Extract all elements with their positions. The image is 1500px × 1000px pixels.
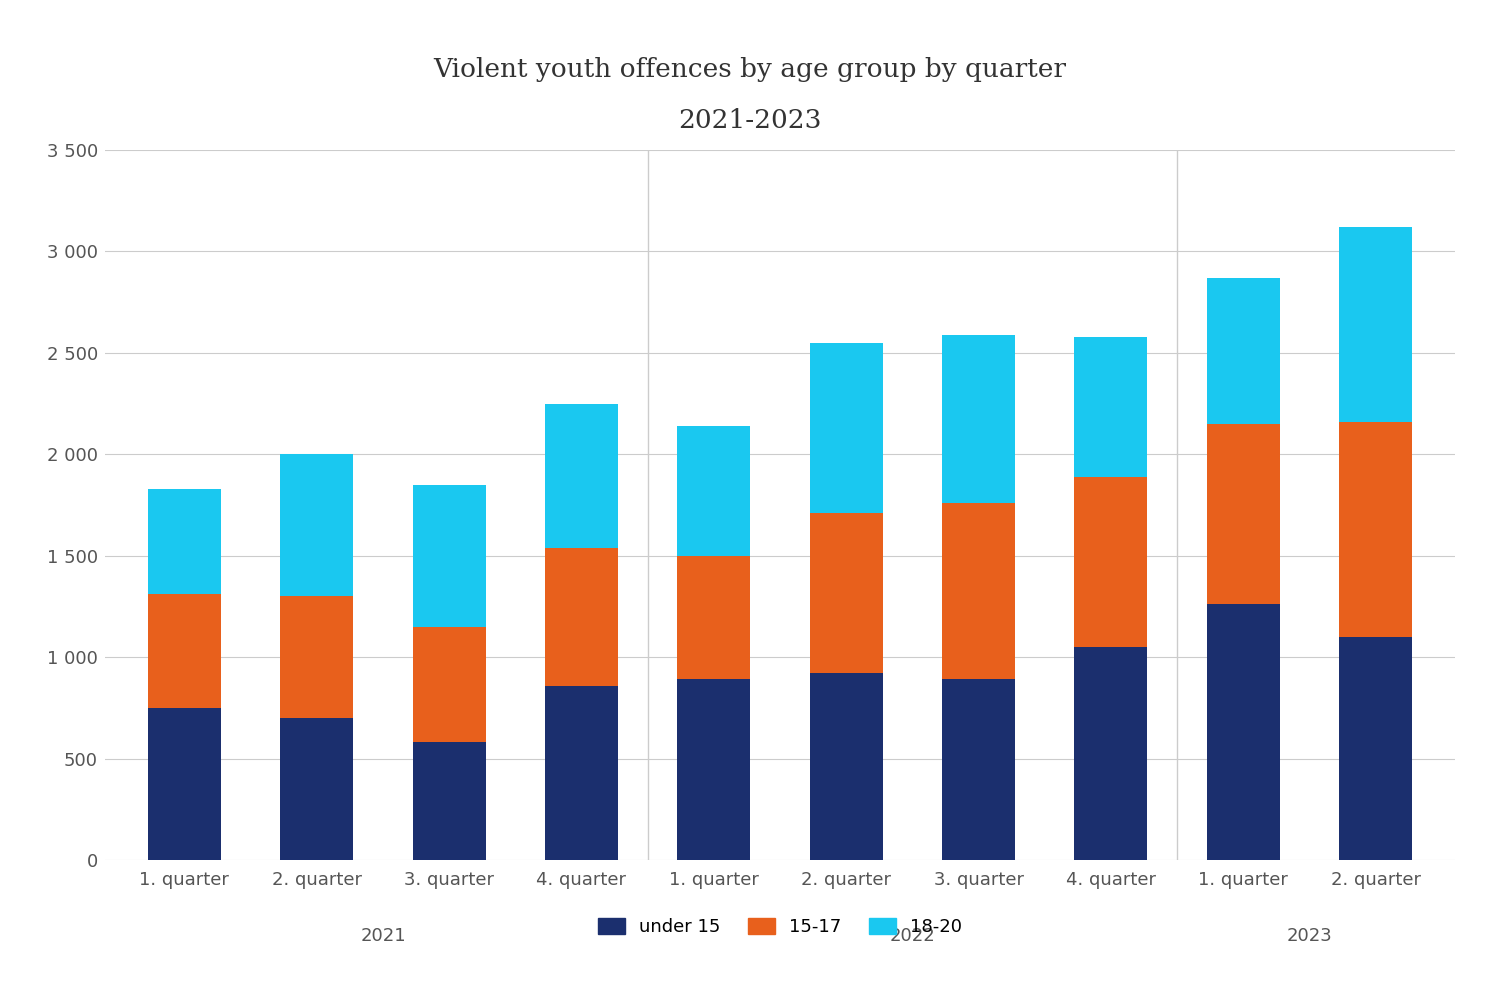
Bar [544,686,618,860]
Bar [544,404,618,548]
Bar [1074,477,1148,647]
Bar [413,485,486,627]
Text: 2021-2023: 2021-2023 [678,107,822,132]
Bar [1208,278,1280,424]
Bar [148,594,220,708]
Bar [678,679,750,860]
Text: 2022: 2022 [890,927,934,945]
Bar [148,708,220,860]
Legend: under 15, 15-17, 18-20: under 15, 15-17, 18-20 [591,911,969,943]
Text: 2021: 2021 [360,927,407,945]
Bar [942,679,1016,860]
Bar [544,548,618,686]
Bar [678,426,750,556]
Bar [942,335,1016,503]
Bar [810,673,882,860]
Bar [413,742,486,860]
Bar [810,513,882,673]
Bar [1340,227,1412,422]
Bar [413,627,486,742]
Bar [1074,647,1148,860]
Bar [280,596,352,718]
Bar [1340,637,1412,860]
Text: Violent youth offences by age group by quarter: Violent youth offences by age group by q… [433,57,1066,83]
Bar [1340,422,1412,637]
Bar [810,343,882,513]
Bar [1208,604,1280,860]
Bar [678,556,750,679]
Bar [942,503,1016,679]
Bar [280,454,352,596]
Bar [1208,424,1280,604]
Bar [280,718,352,860]
Bar [148,489,220,594]
Bar [1074,337,1148,477]
Text: 2023: 2023 [1287,927,1332,945]
